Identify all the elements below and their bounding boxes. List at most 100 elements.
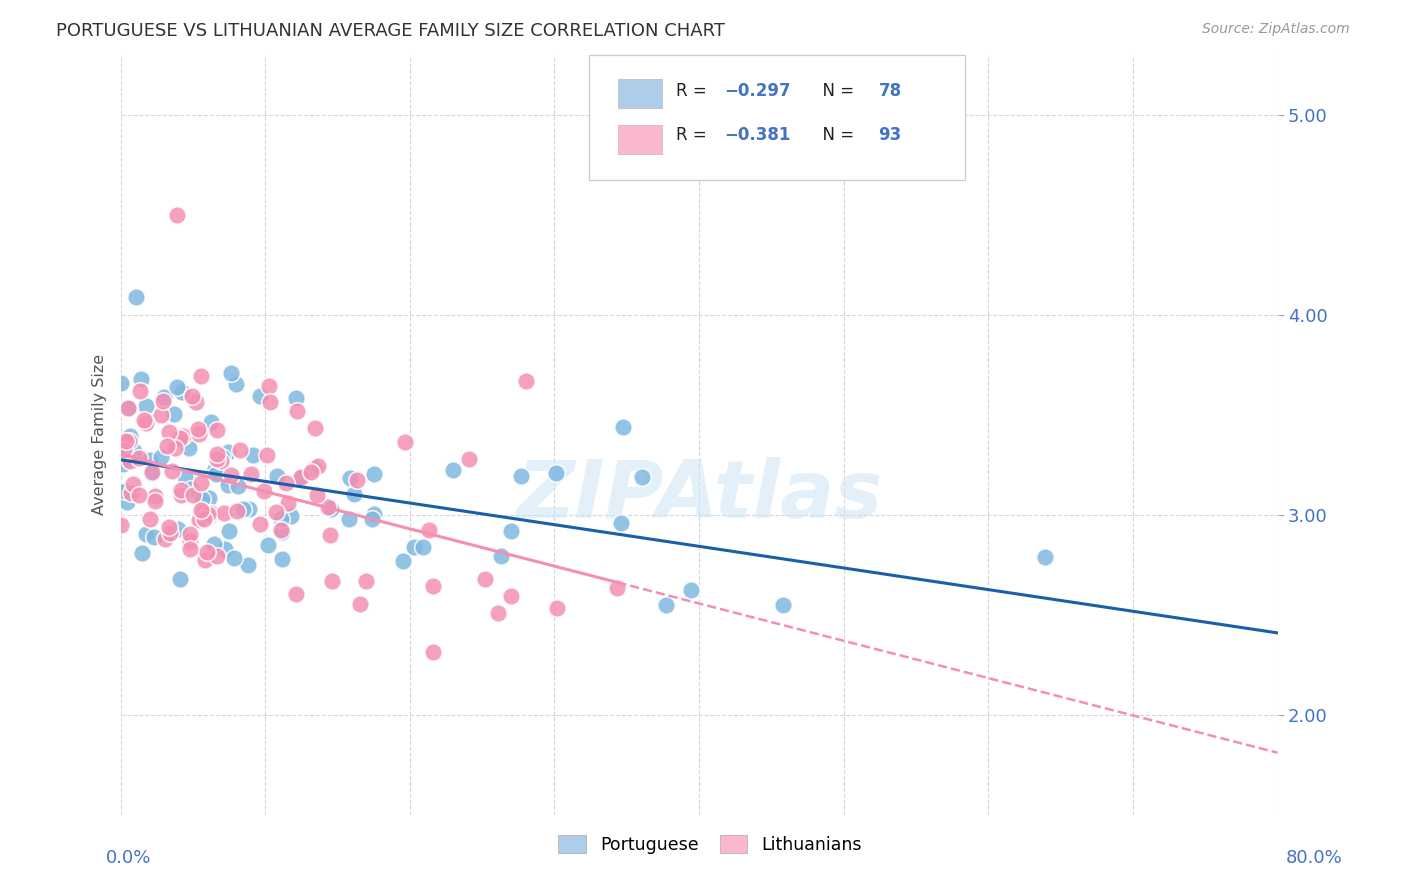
- Point: [114, 484, 136, 499]
- Point: [204, 462, 226, 476]
- Point: [152, 394, 174, 409]
- Point: [205, 451, 228, 466]
- Point: [174, 470, 197, 484]
- Point: [125, 289, 148, 303]
- Point: [441, 463, 464, 477]
- Point: [212, 506, 235, 520]
- Point: [501, 524, 523, 538]
- Point: [128, 451, 150, 466]
- Text: PORTUGUESE VS LITHUANIAN AVERAGE FAMILY SIZE CORRELATION CHART: PORTUGUESE VS LITHUANIAN AVERAGE FAMILY …: [56, 22, 725, 40]
- Point: [194, 553, 217, 567]
- Point: [131, 372, 153, 386]
- Text: ZIPAtlas: ZIPAtlas: [516, 457, 882, 534]
- Point: [115, 441, 138, 455]
- Point: [772, 598, 794, 612]
- Point: [285, 391, 308, 405]
- Point: [343, 487, 366, 501]
- Text: 80.0%: 80.0%: [1286, 849, 1343, 867]
- Point: [319, 528, 342, 542]
- Point: [200, 506, 222, 520]
- Point: [394, 434, 416, 449]
- Text: Source: ZipAtlas.com: Source: ZipAtlas.com: [1202, 22, 1350, 37]
- Point: [200, 416, 222, 430]
- Point: [211, 450, 233, 465]
- Point: [612, 419, 634, 434]
- Point: [159, 526, 181, 541]
- Point: [110, 517, 132, 532]
- Point: [184, 395, 207, 409]
- Point: [169, 572, 191, 586]
- Point: [363, 467, 385, 481]
- Point: [474, 572, 496, 586]
- Point: [404, 541, 426, 555]
- Point: [422, 579, 444, 593]
- Point: [240, 467, 263, 482]
- Point: [412, 540, 434, 554]
- Point: [120, 486, 142, 500]
- Point: [489, 549, 512, 564]
- Point: [170, 483, 193, 497]
- Point: [229, 443, 252, 458]
- Point: [249, 516, 271, 531]
- Point: [205, 447, 228, 461]
- FancyBboxPatch shape: [619, 125, 662, 153]
- Point: [219, 468, 242, 483]
- Text: 93: 93: [879, 126, 901, 144]
- Point: [209, 453, 232, 467]
- Point: [316, 500, 339, 515]
- Point: [486, 606, 509, 620]
- Point: [193, 512, 215, 526]
- Point: [162, 407, 184, 421]
- Point: [118, 401, 141, 415]
- Point: [546, 467, 568, 481]
- Point: [214, 542, 236, 557]
- Point: [499, 589, 522, 603]
- Text: N =: N =: [813, 126, 860, 144]
- Point: [145, 493, 167, 508]
- Point: [610, 516, 633, 531]
- Point: [139, 467, 162, 481]
- Point: [679, 583, 702, 598]
- Point: [122, 443, 145, 458]
- Point: [238, 501, 260, 516]
- Point: [349, 597, 371, 611]
- Point: [270, 512, 292, 526]
- Point: [135, 416, 157, 430]
- Point: [200, 508, 222, 523]
- Point: [249, 389, 271, 403]
- Point: [285, 587, 308, 601]
- Point: [166, 379, 188, 393]
- Point: [290, 470, 312, 484]
- Point: [170, 488, 193, 502]
- Point: [181, 389, 204, 403]
- Point: [242, 448, 264, 462]
- Point: [172, 429, 194, 443]
- Point: [510, 469, 533, 483]
- Point: [110, 376, 132, 390]
- Point: [256, 448, 278, 462]
- Point: [135, 399, 157, 413]
- Point: [271, 552, 294, 566]
- Point: [655, 599, 678, 613]
- Point: [169, 430, 191, 444]
- Point: [287, 471, 309, 485]
- Point: [218, 478, 240, 492]
- Point: [181, 488, 204, 502]
- Point: [546, 600, 568, 615]
- Point: [346, 473, 368, 487]
- Point: [115, 495, 138, 509]
- Point: [120, 454, 142, 468]
- Point: [143, 529, 166, 543]
- Point: [458, 452, 481, 467]
- Point: [153, 391, 176, 405]
- Point: [157, 520, 180, 534]
- Point: [363, 507, 385, 521]
- Point: [165, 441, 187, 455]
- Point: [131, 545, 153, 559]
- Point: [257, 379, 280, 393]
- Point: [128, 488, 150, 502]
- Point: [202, 537, 225, 551]
- Point: [167, 522, 190, 536]
- Text: 78: 78: [879, 82, 901, 100]
- Point: [190, 503, 212, 517]
